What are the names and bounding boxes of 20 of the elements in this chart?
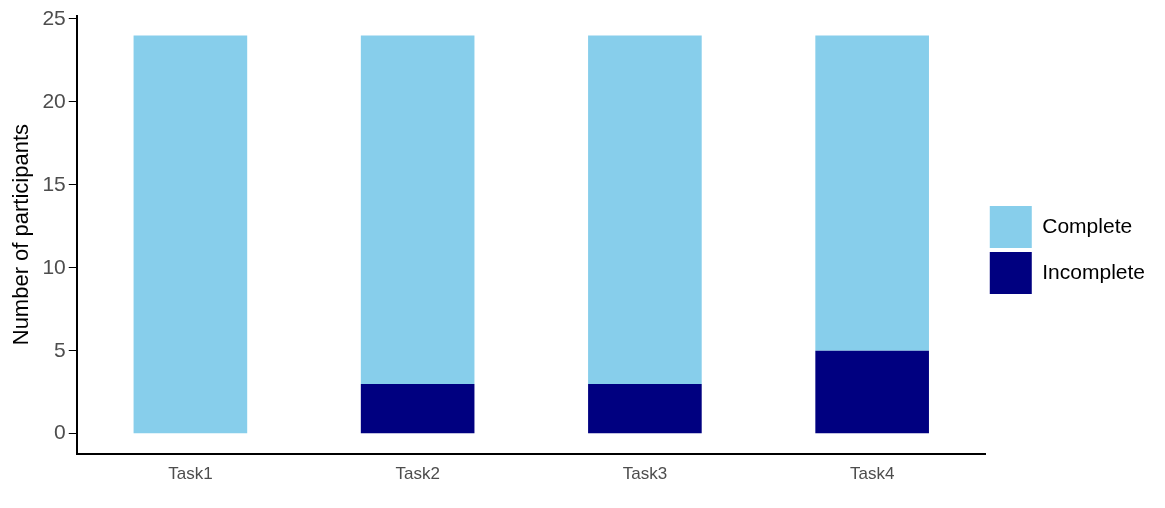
bar <box>360 35 475 384</box>
bar <box>360 383 475 434</box>
bar <box>815 35 929 351</box>
bar <box>133 35 248 434</box>
x-tick-label: Task4 <box>849 464 895 484</box>
bar <box>588 383 702 434</box>
x-tick-label: Task3 <box>622 464 668 484</box>
bar <box>588 35 702 384</box>
y-tick-label: 15 <box>42 171 66 195</box>
y-tick-label: 25 <box>42 5 66 29</box>
y-tick-label: 5 <box>54 337 66 361</box>
y-axis-title: Number of participants <box>8 123 34 346</box>
legend-label: Incomplete <box>1042 259 1146 283</box>
y-tick-label: 20 <box>42 88 66 112</box>
x-tick-label: Task1 <box>168 464 213 484</box>
x-tick-label: Task2 <box>395 464 440 484</box>
y-tick-label: 10 <box>42 254 66 278</box>
bar <box>815 350 929 434</box>
legend-label: Complete <box>1042 213 1133 237</box>
y-tick-label: 0 <box>54 420 66 444</box>
